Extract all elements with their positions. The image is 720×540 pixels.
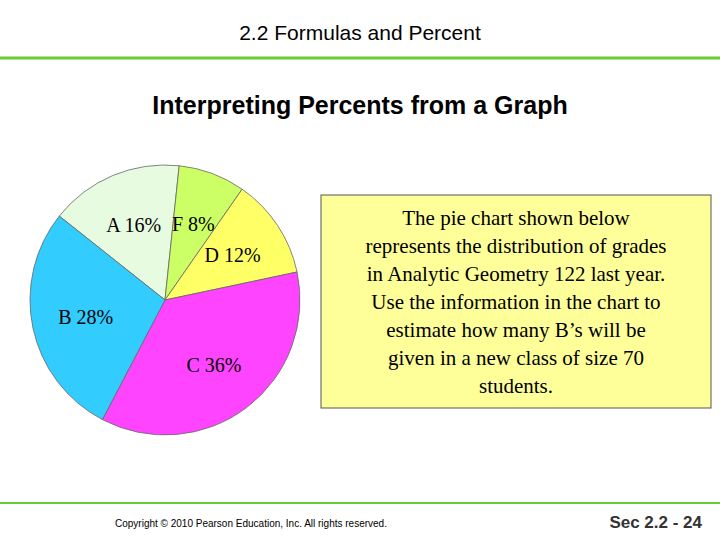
problem-box <box>321 195 711 408</box>
slice-label: B 28% <box>58 306 113 328</box>
title: Interpreting Percents from a Graph <box>152 91 567 119</box>
category-label: D <box>204 244 218 266</box>
problem-line: represents the distribution of grades <box>366 234 667 258</box>
value-label: 28% <box>77 306 114 328</box>
slide: 2.2 Formulas and Percent Interpreting Per… <box>0 0 720 540</box>
problem-line: estimate how many B’s will be <box>386 318 646 342</box>
value-label: 12% <box>224 244 261 266</box>
copyright: Copyright © 2010 Pearson Education, Inc.… <box>115 518 387 529</box>
slice-label: C 36% <box>186 354 241 376</box>
problem-line: The pie chart shown below <box>402 206 630 230</box>
category-label: C <box>186 354 199 376</box>
problem-line: Use the information in the chart to <box>371 290 660 314</box>
slice-label: F 8% <box>172 213 215 235</box>
value-label: 8% <box>188 213 215 235</box>
value-label: 36% <box>205 354 242 376</box>
footer-rule <box>0 502 720 504</box>
pie-slice <box>30 216 165 420</box>
header: 2.2 Formulas and Percent <box>239 21 481 44</box>
slice-label: D 12% <box>204 244 260 266</box>
pie: A 16% F 8% D 12% C 36% B 28% <box>30 165 300 435</box>
category-label: B <box>58 306 71 328</box>
problem-line: in Analytic Geometry 122 last year. <box>367 262 666 286</box>
page-number: Sec 2.2 - 24 <box>609 513 702 532</box>
problem-line: students. <box>479 374 553 398</box>
value-label: 16% <box>124 214 161 236</box>
background <box>0 0 720 540</box>
problem-line: given in a new class of size 70 <box>388 346 644 370</box>
category-label: F <box>172 213 183 235</box>
header-rule <box>0 57 720 60</box>
slice-label: A 16% <box>106 214 161 236</box>
